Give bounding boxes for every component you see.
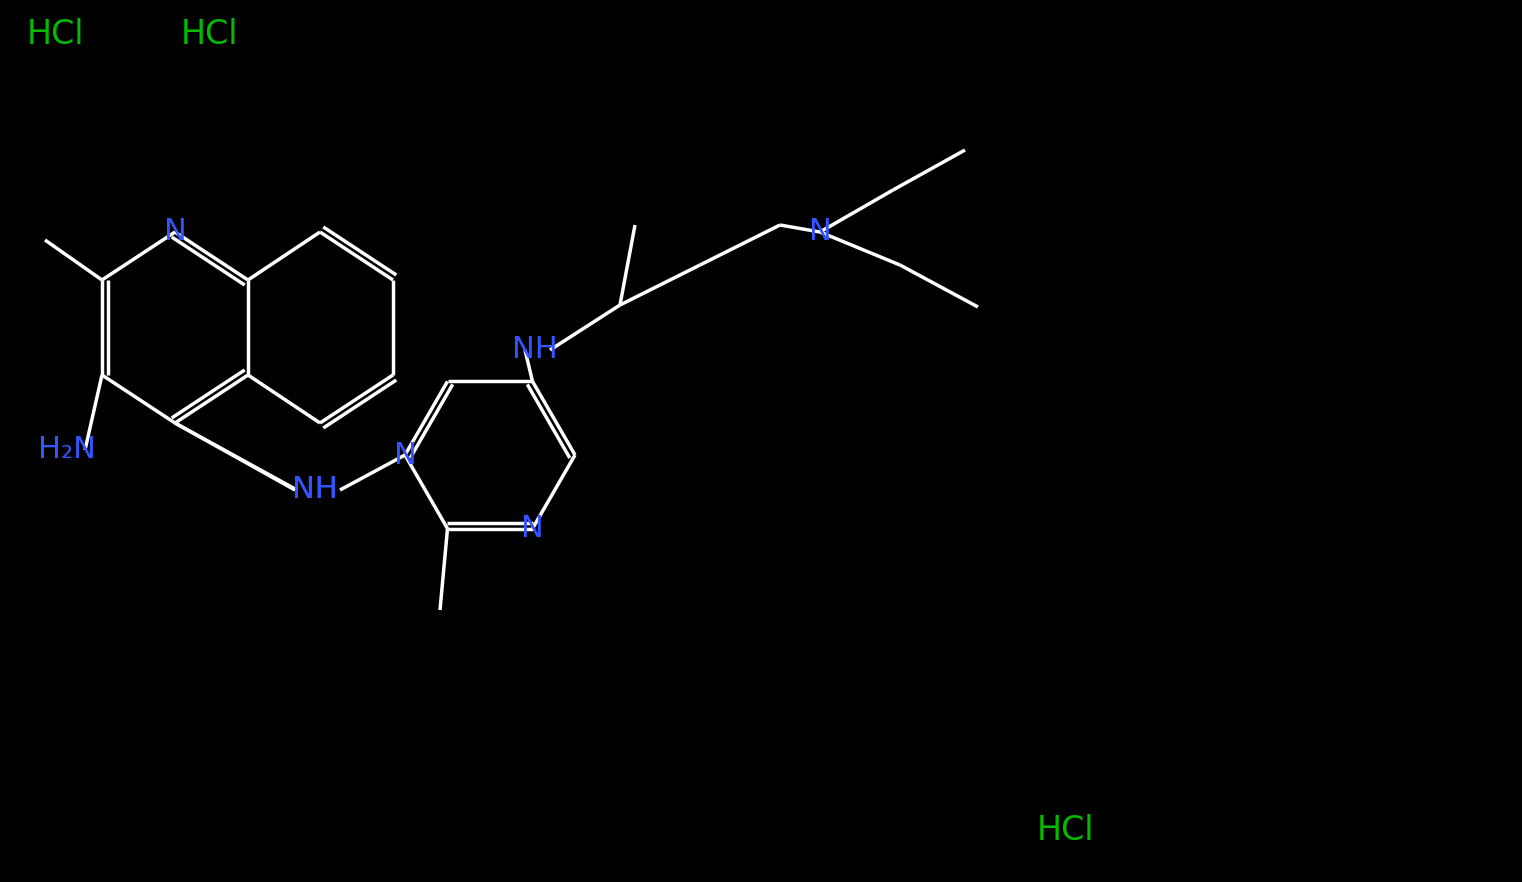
Text: NH: NH xyxy=(511,335,559,364)
Text: NH: NH xyxy=(292,475,338,505)
Text: HCl: HCl xyxy=(181,19,239,51)
Text: HCl: HCl xyxy=(26,19,84,51)
Text: N: N xyxy=(808,218,831,246)
Text: N: N xyxy=(164,218,186,246)
Text: N: N xyxy=(394,440,417,469)
Text: N: N xyxy=(521,514,543,543)
Text: HCl: HCl xyxy=(1036,813,1094,847)
Text: NH: NH xyxy=(292,475,338,505)
Text: H₂N: H₂N xyxy=(38,436,96,465)
